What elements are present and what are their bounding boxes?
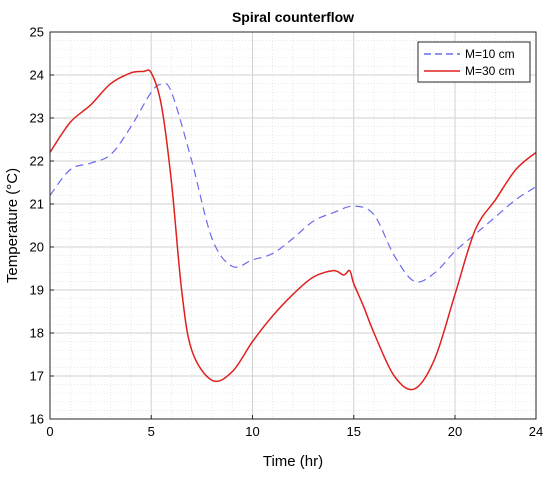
y-tick-label: 17 xyxy=(30,369,44,384)
y-tick-label: 23 xyxy=(30,111,44,126)
x-tick-label: 10 xyxy=(245,424,259,439)
y-tick-label: 25 xyxy=(30,25,44,40)
x-tick-label: 15 xyxy=(347,424,361,439)
y-tick-label: 19 xyxy=(30,283,44,298)
series-line-2 xyxy=(49,69,537,391)
y-tick-label: 22 xyxy=(30,154,44,169)
x-tick-label: 24 xyxy=(529,424,543,439)
legend-label: M=10 cm xyxy=(465,47,515,61)
y-axis-label: Temperature (°C) xyxy=(4,168,21,283)
series-line-1 xyxy=(49,82,537,283)
plot-area xyxy=(50,32,536,419)
y-tick-label: 18 xyxy=(30,326,44,341)
x-tick-label: 20 xyxy=(448,424,462,439)
legend-box xyxy=(417,41,531,83)
y-tick-label: 21 xyxy=(30,197,44,212)
legend-label: M=30 cm xyxy=(465,64,515,78)
y-tick-label: 16 xyxy=(30,412,44,427)
series-layer xyxy=(49,69,537,391)
y-tick-label: 20 xyxy=(30,240,44,255)
x-axis-ticks: 0 5 10 15 20 24 xyxy=(46,415,543,439)
x-tick-label: 0 xyxy=(46,424,53,439)
x-tick-label: 5 xyxy=(148,424,155,439)
plot-frame xyxy=(49,31,537,420)
x-axis-label: Time (hr) xyxy=(263,453,323,470)
y-tick-label: 24 xyxy=(30,68,44,83)
y-axis-ticks: 16 17 18 19 20 21 22 23 24 25 xyxy=(30,25,54,427)
chart-title: Spiral counterflow xyxy=(232,9,354,25)
legend: M=10 cm M=30 cm xyxy=(417,41,531,83)
